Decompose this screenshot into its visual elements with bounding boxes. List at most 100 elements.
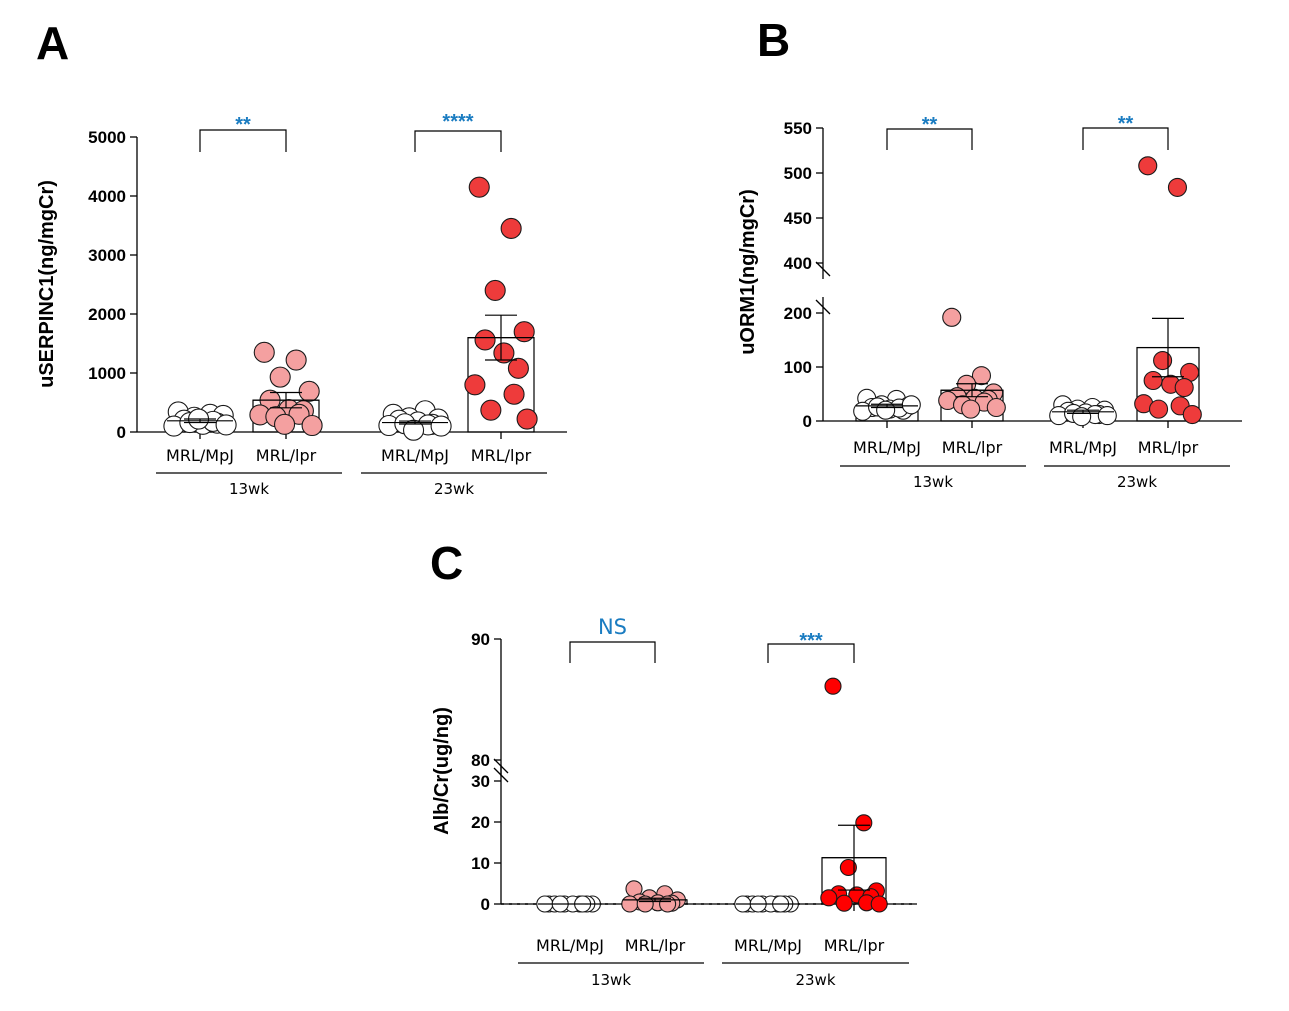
panel-b-data-point — [1097, 406, 1117, 426]
panel-b-data-point — [1138, 156, 1158, 176]
panel-letter-b: B — [757, 14, 790, 66]
panel-b-significance-label: ** — [1118, 113, 1134, 135]
panel-c-category-label: MRL/MpJ — [536, 936, 604, 955]
panel-b-data-point — [1149, 399, 1169, 419]
panel-c-group-label: 13wk — [591, 971, 631, 989]
panel-a-category-label: MRL/lpr — [471, 446, 532, 465]
panel-a-data-point — [464, 374, 486, 396]
panel-c-y-tick-label: 90 — [471, 630, 490, 649]
panel-a-category-label: MRL/MpJ — [166, 446, 234, 465]
panel-a-data-point — [301, 414, 323, 437]
panel-a-y-tick-label: 5000 — [88, 128, 126, 147]
panel-a-data-point — [516, 408, 538, 430]
panel-c-axis-break-mark — [493, 767, 509, 783]
panel-b-y-tick-label: 550 — [784, 119, 812, 138]
panel-b-data-point — [1174, 377, 1194, 398]
panel-a-chart: 0 1000 2000 3000 4000 5000 uSERPINC1(ng/mgCr) M… — [36, 111, 567, 498]
panel-c-data-point — [870, 895, 888, 913]
panel-b-y-axis-title: uORM1(ng/mgCr) — [737, 189, 759, 355]
panel-b-significance-bracket — [1082, 127, 1169, 150]
panel-b-axis-break-mark — [815, 261, 831, 277]
panel-a-y-axis-title: uSERPINC1(ng/mgCr) — [36, 180, 58, 388]
panel-a-data-point — [500, 217, 522, 239]
panel-a-significance-label: ** — [235, 114, 251, 136]
panel-a-significance-bracket — [199, 129, 287, 152]
panel-c-data-point — [820, 889, 838, 907]
panel-b-significance-bracket — [886, 128, 973, 150]
panel-a-data-point — [513, 321, 535, 343]
panel-c-significance-label: *** — [799, 630, 823, 652]
panel-a-y-tick-label: 4000 — [88, 187, 126, 206]
panel-b-group-label: 23wk — [1117, 473, 1157, 491]
panel-c-y-tick-label: 10 — [471, 854, 490, 873]
panel-c-data-point — [855, 814, 873, 832]
panel-c-data-point — [621, 895, 639, 913]
panel-b-y-tick-label: 500 — [784, 164, 812, 183]
panel-letter-a: A — [36, 17, 69, 69]
panel-c-y-tick-label: 0 — [481, 895, 490, 914]
panel-a-group-label: 13wk — [229, 480, 269, 498]
panel-b-data-point — [1143, 370, 1163, 391]
panel-b-y-tick-label: 0 — [803, 412, 812, 431]
panel-a-data-point — [298, 380, 320, 402]
panel-c-significance-label: NS — [598, 615, 627, 639]
panel-b-axis-break-mark — [815, 299, 831, 315]
panel-c-data-point — [835, 894, 853, 912]
panel-b-significance-label: ** — [922, 114, 938, 136]
panel-c-significance-bracket — [767, 643, 855, 663]
panel-a-significance-label: **** — [442, 111, 473, 133]
panel-b-category-label: MRL/MpJ — [853, 438, 921, 457]
panel-a-data-point — [480, 399, 502, 421]
panel-a-significance-bracket — [414, 130, 502, 152]
panel-b-category-label: MRL/lpr — [942, 438, 1003, 457]
panel-a-data-point — [493, 342, 515, 364]
panel-a-data-point — [273, 413, 296, 435]
panel-a-data-point — [507, 357, 529, 379]
panel-c-category-label: MRL/lpr — [625, 936, 686, 955]
panel-b-y-tick-label: 100 — [784, 358, 812, 377]
panel-c-axis-break-mark — [493, 758, 509, 774]
panel-c-y-tick-label: 30 — [471, 772, 490, 791]
panel-b-data-point — [961, 399, 981, 419]
panel-a-data-point — [503, 383, 525, 405]
panel-b-y-tick-label: 400 — [784, 254, 812, 273]
panel-b-data-point — [986, 397, 1006, 418]
panel-c-category-label: MRL/lpr — [824, 936, 885, 955]
panel-a-data-point — [253, 341, 275, 363]
panel-a-y-tick-label: 1000 — [88, 364, 126, 383]
panel-b-category-label: MRL/lpr — [1138, 438, 1199, 457]
panel-c-data-point — [839, 858, 857, 877]
panel-c-significance-bracket — [569, 641, 656, 663]
panel-c-chart: 0 10 20 30 80 90 Alb/Cr(ug/ng) MRL/MpJ MRL/lpr MR… — [431, 615, 917, 989]
panel-b-group-label: 13wk — [913, 473, 953, 491]
panel-b-data-point — [1153, 350, 1173, 371]
panel-c-category-label: MRL/MpJ — [734, 936, 802, 955]
panel-a-y-tick-label: 2000 — [88, 305, 126, 324]
panel-c-data-point — [824, 677, 842, 695]
panel-a-data-point — [468, 176, 490, 198]
panel-a-data-point — [285, 349, 307, 371]
panel-b-chart: 0 100 200 400 450 500 550 uORM1(ng/mgCr) MRL/MpJ… — [737, 113, 1242, 491]
panel-b-y-tick-label: 450 — [784, 209, 812, 228]
panel-a-data-point — [269, 366, 291, 388]
panel-a-data-point — [430, 415, 452, 437]
panel-a-category-label: MRL/lpr — [256, 446, 317, 465]
panel-b-data-point — [901, 395, 921, 415]
panel-b-data-point — [942, 307, 962, 327]
panel-a-y-tick-label: 0 — [117, 423, 126, 442]
panel-c-y-tick-label: 20 — [471, 813, 490, 832]
panel-a-y-tick-label: 3000 — [88, 246, 126, 265]
panel-c-y-tick-label: 80 — [471, 751, 490, 770]
panel-c-y-axis-title: Alb/Cr(ug/ng) — [431, 707, 453, 835]
panel-a-data-point — [484, 279, 506, 301]
panel-a-category-label: MRL/MpJ — [381, 446, 449, 465]
panel-b-data-point — [971, 366, 992, 386]
panel-a-data-point — [474, 329, 496, 351]
panel-b-data-point — [1167, 177, 1187, 197]
panel-b-category-label: MRL/MpJ — [1049, 438, 1117, 457]
panel-b-data-point — [1182, 404, 1202, 425]
panel-a-data-point — [215, 414, 237, 436]
panel-b-y-tick-label: 200 — [784, 304, 812, 323]
panel-letter-c: C — [430, 537, 463, 589]
